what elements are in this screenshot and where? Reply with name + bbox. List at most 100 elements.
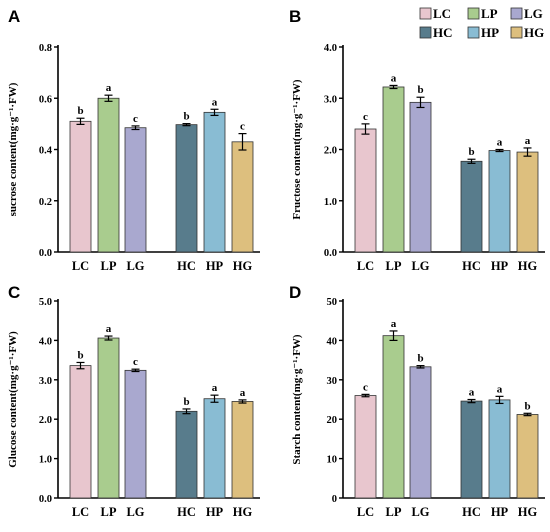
y-tick-label: 0.0 bbox=[39, 494, 52, 505]
bar bbox=[97, 97, 120, 253]
significance-letter: b bbox=[77, 105, 83, 117]
y-tick-label: 20 bbox=[327, 415, 338, 426]
x-tick-label: LG bbox=[126, 505, 144, 519]
significance-letter: b bbox=[77, 349, 83, 361]
significance-letter: a bbox=[391, 318, 397, 330]
bar bbox=[409, 101, 432, 253]
bar bbox=[124, 127, 147, 253]
y-tick-label: 0.2 bbox=[39, 197, 52, 208]
x-tick-label: LG bbox=[411, 259, 429, 273]
x-tick-label: HC bbox=[462, 505, 481, 519]
x-tick-label: HP bbox=[206, 259, 224, 273]
x-tick-label: LC bbox=[357, 259, 374, 273]
significance-letter: c bbox=[363, 381, 368, 393]
legend-swatch bbox=[467, 26, 480, 39]
significance-letter: c bbox=[133, 356, 138, 368]
y-tick-label: 2.0 bbox=[39, 415, 52, 426]
x-tick-label: HC bbox=[177, 259, 196, 273]
significance-letter: b bbox=[183, 396, 189, 408]
significance-letter: b bbox=[183, 111, 189, 123]
legend: LC LP LG HC HP HG bbox=[419, 6, 544, 40]
bar bbox=[460, 160, 483, 253]
legend-swatch bbox=[467, 7, 480, 20]
y-tick-label: 3.0 bbox=[39, 376, 52, 387]
panel-letter: B bbox=[289, 7, 301, 26]
x-tick-label: HG bbox=[518, 505, 538, 519]
y-axis-label: sucrose content(mg·g⁻¹·FW) bbox=[7, 82, 19, 216]
x-tick-label: LP bbox=[101, 259, 117, 273]
x-tick-label: HG bbox=[233, 505, 253, 519]
bar bbox=[488, 150, 511, 253]
legend-swatch bbox=[510, 26, 523, 39]
significance-letter: a bbox=[525, 135, 531, 147]
x-tick-label: LC bbox=[72, 505, 89, 519]
significance-letter: a bbox=[212, 382, 218, 394]
significance-letter: c bbox=[363, 111, 368, 123]
significance-letter: b bbox=[524, 400, 530, 412]
significance-letter: a bbox=[497, 137, 503, 149]
bar bbox=[516, 414, 539, 499]
bar bbox=[409, 366, 432, 499]
y-tick-label: 0.0 bbox=[324, 248, 337, 259]
y-tick-label: 50 bbox=[327, 297, 338, 308]
x-tick-label: HP bbox=[491, 259, 509, 273]
bar bbox=[354, 395, 377, 499]
x-tick-label: LG bbox=[126, 259, 144, 273]
significance-letter: a bbox=[240, 387, 246, 399]
x-tick-label: LG bbox=[411, 505, 429, 519]
y-tick-label: 3.0 bbox=[324, 94, 337, 105]
legend-label: HC bbox=[433, 25, 453, 40]
y-tick-label: 5.0 bbox=[39, 297, 52, 308]
legend-swatch bbox=[419, 7, 432, 20]
y-tick-label: 0.6 bbox=[39, 94, 52, 105]
bar bbox=[203, 398, 226, 499]
y-tick-label: 10 bbox=[327, 455, 338, 466]
bar bbox=[354, 128, 377, 253]
bar bbox=[231, 401, 254, 499]
panel-letter: C bbox=[8, 283, 20, 302]
x-tick-label: LP bbox=[386, 259, 402, 273]
legend-swatch bbox=[510, 7, 523, 20]
y-tick-label: 2.0 bbox=[324, 146, 337, 157]
significance-letter: a bbox=[497, 383, 503, 395]
y-tick-label: 1.0 bbox=[324, 197, 337, 208]
bar bbox=[488, 399, 511, 499]
x-tick-label: HG bbox=[518, 259, 538, 273]
y-tick-label: 30 bbox=[327, 376, 338, 387]
significance-letter: a bbox=[391, 72, 397, 84]
bar bbox=[175, 124, 198, 253]
y-axis-label: Glucose content(mg·g⁻¹·FW) bbox=[7, 331, 19, 468]
x-tick-label: HP bbox=[491, 505, 509, 519]
x-tick-label: LC bbox=[72, 259, 89, 273]
bar bbox=[382, 86, 405, 253]
bar bbox=[460, 400, 483, 499]
x-tick-label: HC bbox=[177, 505, 196, 519]
x-tick-label: LC bbox=[357, 505, 374, 519]
legend-label: LG bbox=[524, 6, 543, 21]
y-axis-label: Fructose content(mg·g⁻¹·FW) bbox=[291, 79, 303, 219]
y-tick-label: 0.4 bbox=[39, 146, 53, 157]
y-axis-label: Starch content(mg·g⁻¹·FW) bbox=[291, 334, 303, 465]
bar bbox=[97, 337, 120, 499]
legend-label: LC bbox=[433, 6, 451, 21]
y-tick-label: 1.0 bbox=[39, 455, 52, 466]
significance-letter: b bbox=[417, 353, 423, 365]
y-tick-label: 4.0 bbox=[324, 43, 337, 54]
x-tick-label: HP bbox=[206, 505, 224, 519]
significance-letter: c bbox=[133, 113, 138, 125]
y-tick-label: 40 bbox=[327, 336, 338, 347]
panel-letter: D bbox=[289, 283, 301, 302]
significance-letter: a bbox=[106, 82, 112, 94]
significance-letter: a bbox=[469, 387, 475, 399]
y-tick-label: 0.0 bbox=[39, 248, 52, 259]
bar bbox=[382, 335, 405, 499]
bar bbox=[175, 410, 198, 499]
significance-letter: a bbox=[106, 323, 112, 335]
bar bbox=[516, 151, 539, 253]
bar bbox=[203, 111, 226, 253]
y-tick-label: 0.8 bbox=[39, 43, 52, 54]
significance-letter: b bbox=[417, 84, 423, 96]
panel-d: D Starch content(mg·g⁻¹·FW) 0 10 20 30 40 50 c LC… bbox=[289, 283, 545, 519]
